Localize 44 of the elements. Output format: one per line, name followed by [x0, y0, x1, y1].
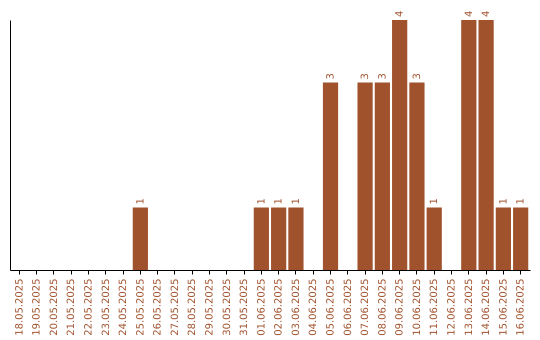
x-tick-label: 04.06.2025: [308, 278, 320, 336]
x-tick-label: 21.05.2025: [66, 278, 78, 336]
data-label: 3: [326, 73, 337, 80]
data-label: 3: [360, 73, 372, 80]
x-tick-label: 31.05.2025: [239, 278, 250, 336]
x-tick-label: 27.05.2025: [170, 278, 181, 336]
x-tick-label: 16.06.2025: [516, 278, 527, 336]
x-tick-label: 15.06.2025: [498, 278, 510, 336]
x-tick-label: 09.06.2025: [394, 278, 406, 336]
data-label: 1: [256, 198, 268, 204]
x-tick-label: 28.05.2025: [187, 278, 198, 336]
x-tick-label: 02.06.2025: [274, 278, 285, 336]
x-tick-label: 13.06.2025: [464, 278, 475, 336]
x-tick-label: 24.05.2025: [118, 278, 130, 336]
x-tick-label: 29.05.2025: [204, 278, 216, 336]
x-tick-label: 08.06.2025: [377, 278, 388, 336]
data-label: 3: [377, 73, 388, 80]
x-tick-label: 12.06.2025: [446, 278, 458, 336]
data-label: 3: [412, 73, 423, 80]
data-label: 4: [481, 10, 492, 17]
x-tick-label: 19.05.2025: [32, 278, 43, 336]
data-label: 4: [394, 10, 406, 17]
data-label: 4: [464, 10, 475, 17]
data-label: 1: [498, 198, 510, 204]
x-tick-label: 11.06.2025: [429, 278, 440, 336]
x-tick-label: 14.06.2025: [481, 278, 492, 336]
x-tick-label: 10.06.2025: [412, 278, 423, 336]
x-tick-label: 07.06.2025: [360, 278, 372, 336]
data-label: 1: [516, 198, 527, 204]
x-tick-label: 18.05.2025: [14, 278, 26, 336]
x-tick-label: 30.05.2025: [222, 278, 233, 336]
data-label: 1: [429, 198, 440, 204]
x-tick-label: 06.06.2025: [342, 278, 354, 336]
x-tick-label: 01.06.2025: [256, 278, 268, 336]
data-label: 1: [290, 198, 302, 204]
x-tick-label: 05.06.2025: [326, 278, 337, 336]
x-tick-label: 22.05.2025: [83, 278, 94, 336]
x-tick-label: 03.06.2025: [290, 278, 302, 336]
x-tick-label: 23.05.2025: [100, 278, 112, 336]
x-tick-label: 26.05.2025: [152, 278, 164, 336]
data-label: 1: [135, 198, 146, 204]
x-tick-label: 25.05.2025: [135, 278, 146, 336]
x-tick-label: 20.05.2025: [48, 278, 60, 336]
data-label: 1: [274, 198, 285, 204]
